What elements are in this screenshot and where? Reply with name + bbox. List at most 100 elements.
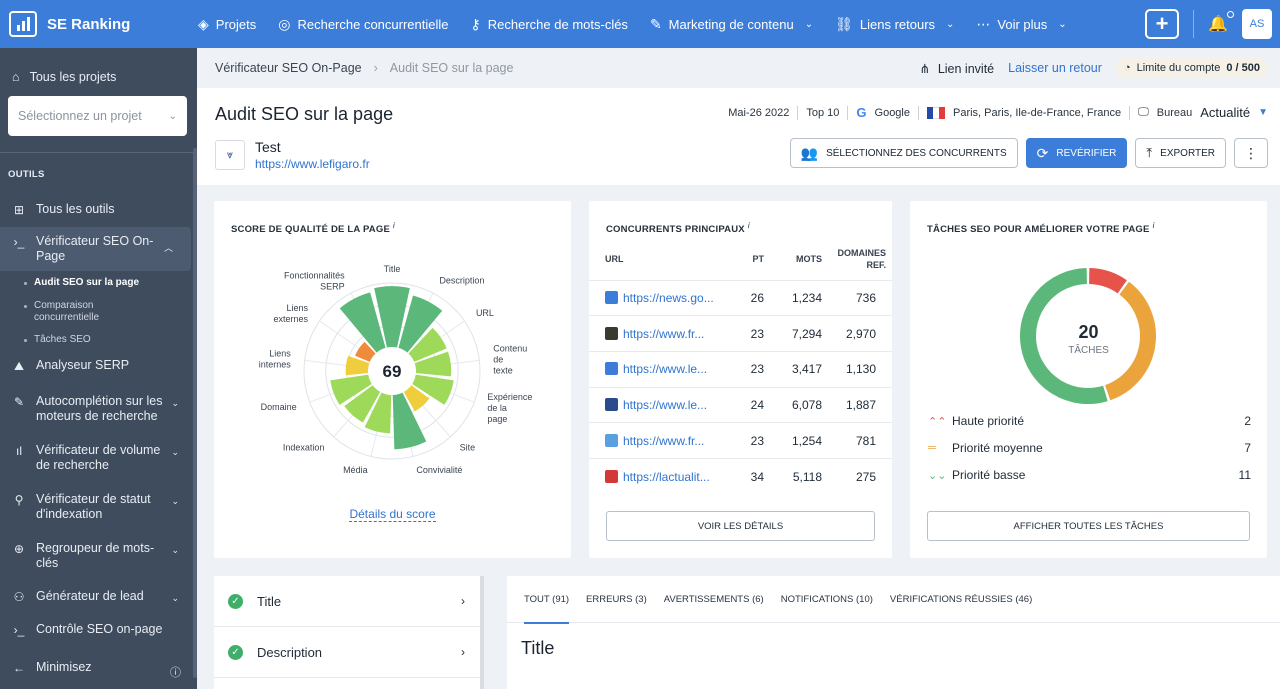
tab-2[interactable]: AVERTISSEMENTS (6): [663, 593, 764, 605]
tasks-card-title: TÂCHES SEO POUR AMÉLIORER VOTRE PAGE i: [927, 221, 1155, 236]
radar-segment[interactable]: [392, 392, 427, 450]
radar-segment[interactable]: [345, 355, 370, 376]
caret-down-icon[interactable]: ▼: [1258, 107, 1268, 118]
sidebar-item-serp[interactable]: ⛰ Analyseur SERP: [13, 358, 130, 373]
layers-icon: ◈: [198, 15, 209, 32]
priority-row: ⌄⌄ Priorité basse 11: [928, 468, 1251, 482]
chevron-down-icon: ⌄: [171, 496, 179, 506]
tab-0[interactable]: TOUT (91): [524, 576, 570, 624]
project-select[interactable]: Sélectionnez un projet ⌄: [8, 96, 187, 136]
sidebar-item-index[interactable]: ⚲ Vérificateur de statut d'indexation ⌄: [0, 492, 197, 522]
competitor-url[interactable]: https://lactualit...: [623, 469, 710, 484]
table-row: https://www.le... 23 3,417 1,130: [589, 350, 892, 388]
users-icon: 👥: [800, 144, 819, 161]
tab-4[interactable]: VÉRIFICATIONS RÉUSSIES (46): [889, 593, 1033, 605]
chevron-down-icon: ⌄: [1058, 18, 1067, 30]
sidebar-item-volume[interactable]: ıl Vérificateur de volume de recherche ⌄: [0, 443, 197, 473]
col-url: URL: [605, 253, 624, 264]
feedback-link[interactable]: Laisser un retour: [1008, 61, 1102, 75]
radar-segment[interactable]: [364, 392, 392, 434]
nav-item-3[interactable]: ✎ Marketing de contenu ⌄: [650, 16, 813, 33]
breadcrumb-parent[interactable]: Vérificateur SEO On-Page: [215, 61, 362, 75]
view-details-button[interactable]: VOIR LES DÉTAILS: [606, 511, 875, 541]
checks-scrollbar[interactable]: [480, 576, 484, 689]
nav-item-1[interactable]: ◎ Recherche concurrentielle: [278, 16, 448, 33]
competitor-url[interactable]: https://www.le...: [623, 397, 708, 412]
radar-segment[interactable]: [330, 374, 372, 405]
add-button[interactable]: +: [1145, 9, 1180, 39]
competitor-url[interactable]: https://www.fr...: [623, 326, 705, 341]
words-cell: 3,417: [764, 350, 822, 388]
recheck-button[interactable]: ⟳ REVÉRIFIER: [1025, 138, 1128, 168]
nav-item-4[interactable]: ⛓ Liens retours ⌄: [835, 16, 954, 33]
nav-item-0[interactable]: ◈ Projets: [198, 16, 256, 33]
sidebar-item-seo-control[interactable]: ›_ Contrôle SEO on-page: [13, 622, 163, 637]
radar-segment[interactable]: [398, 295, 443, 353]
competitor-url[interactable]: https://www.fr...: [623, 433, 705, 448]
chart-icon: ⛰: [13, 359, 25, 373]
site-url[interactable]: https://www.lefigaro.fr: [255, 157, 370, 171]
sidebar-sub-comparison[interactable]: Comparaison concurrentielle: [18, 300, 128, 324]
score-details-link[interactable]: Détails du score: [349, 507, 436, 522]
tab-3[interactable]: NOTIFICATIONS (10): [780, 593, 873, 605]
nav-item-2[interactable]: ⚷ Recherche de mots-clés: [471, 16, 628, 33]
terminal-icon: ›_: [13, 623, 25, 637]
radar-segment[interactable]: [355, 341, 376, 362]
account-limit-badge[interactable]: ◔ Limite du compte 0 / 500: [1115, 58, 1268, 78]
favicon-icon: [605, 469, 618, 483]
target-icon: ◎: [278, 15, 291, 32]
radar-segment[interactable]: [374, 286, 410, 348]
mode-select[interactable]: Actualité: [1200, 105, 1251, 120]
refresh-icon: ⟳: [1036, 144, 1049, 161]
radar-segment[interactable]: [339, 292, 386, 353]
link-icon: ⛓: [835, 15, 853, 32]
show-all-tasks-button[interactable]: AFFICHER TOUTES LES TÂCHES: [927, 511, 1250, 541]
chevron-down-icon: ⌄: [171, 545, 179, 555]
avatar[interactable]: AS: [1242, 9, 1272, 39]
radar-segment[interactable]: [408, 327, 447, 362]
brand-logo[interactable]: SE Ranking: [0, 11, 198, 37]
sidebar-sub-audit[interactable]: Audit SEO sur la page: [18, 277, 197, 289]
ref-domains-cell: 736: [822, 279, 892, 316]
sidebar-item-onpage[interactable]: ›_ Vérificateur SEO On-Page ︿: [0, 227, 191, 271]
radar-segment[interactable]: [344, 385, 381, 423]
more-options-button[interactable]: ⋮: [1234, 138, 1268, 168]
share-link[interactable]: ⋔ Lien invité: [919, 61, 995, 76]
sidebar-sub-tasks[interactable]: Tâches SEO: [18, 334, 197, 346]
radar-label: Description: [439, 276, 484, 286]
sidebar-scrollbar[interactable]: [193, 148, 197, 678]
priority-label: Haute priorité: [952, 414, 1025, 428]
sidebar-minimize[interactable]: ← Minimisez ⓘ: [13, 660, 181, 679]
radar-segment[interactable]: [403, 385, 430, 412]
radar-label: Fonctionnalités SERP: [284, 271, 345, 292]
notifications-bell-icon[interactable]: 🔔: [1208, 11, 1234, 34]
priority-label: Priorité basse: [952, 468, 1026, 482]
radar-segment[interactable]: [412, 374, 454, 405]
select-competitors-button[interactable]: 👥 SÉLECTIONNEZ DES CONCURRENTS: [789, 138, 1018, 168]
tab-1[interactable]: ERREURS (3): [586, 593, 647, 605]
sidebar-item-all-projects[interactable]: ⌂ Tous les projets: [12, 70, 117, 84]
sidebar-item-autocomplete[interactable]: ✎ Autocomplétion sur les moteurs de rech…: [13, 394, 179, 423]
sidebar-item-lead[interactable]: ⚇ Générateur de lead ⌄: [13, 589, 179, 604]
breadcrumb-current: Audit SEO sur la page: [389, 61, 514, 75]
check-item-title[interactable]: ✓ Title ›: [214, 576, 483, 627]
desktop-icon: 🖵: [1138, 106, 1149, 118]
help-icon[interactable]: ⓘ: [170, 667, 181, 679]
export-button[interactable]: ⤒ EXPORTER: [1135, 138, 1226, 168]
chevron-right-icon: ›: [373, 61, 378, 75]
radar-segment[interactable]: [414, 351, 452, 377]
nav-item-5[interactable]: ⋯ Voir plus ⌄: [976, 16, 1066, 33]
checks-list: ✓ Title › ✓ Description ›: [214, 576, 483, 689]
priority-row: ═ Priorité moyenne 7: [928, 441, 1251, 455]
google-icon: G: [856, 105, 867, 120]
competitor-url[interactable]: https://news.go...: [623, 290, 714, 305]
sidebar-item-all-tools[interactable]: ⊞ Tous les outils: [13, 202, 115, 217]
top-results: Top 10: [806, 106, 840, 119]
competitor-url[interactable]: https://www.le...: [623, 362, 708, 377]
nav-label: Voir plus: [997, 16, 1048, 32]
words-cell: 6,078: [764, 386, 822, 423]
check-item-description[interactable]: ✓ Description ›: [214, 627, 483, 678]
table-row: https://lactualit... 34 5,118 275: [589, 457, 892, 495]
page-title: Audit SEO sur la page: [215, 104, 394, 124]
sidebar-item-grouper[interactable]: ⊕ Regroupeur de mots-clés ⌄: [13, 541, 179, 570]
